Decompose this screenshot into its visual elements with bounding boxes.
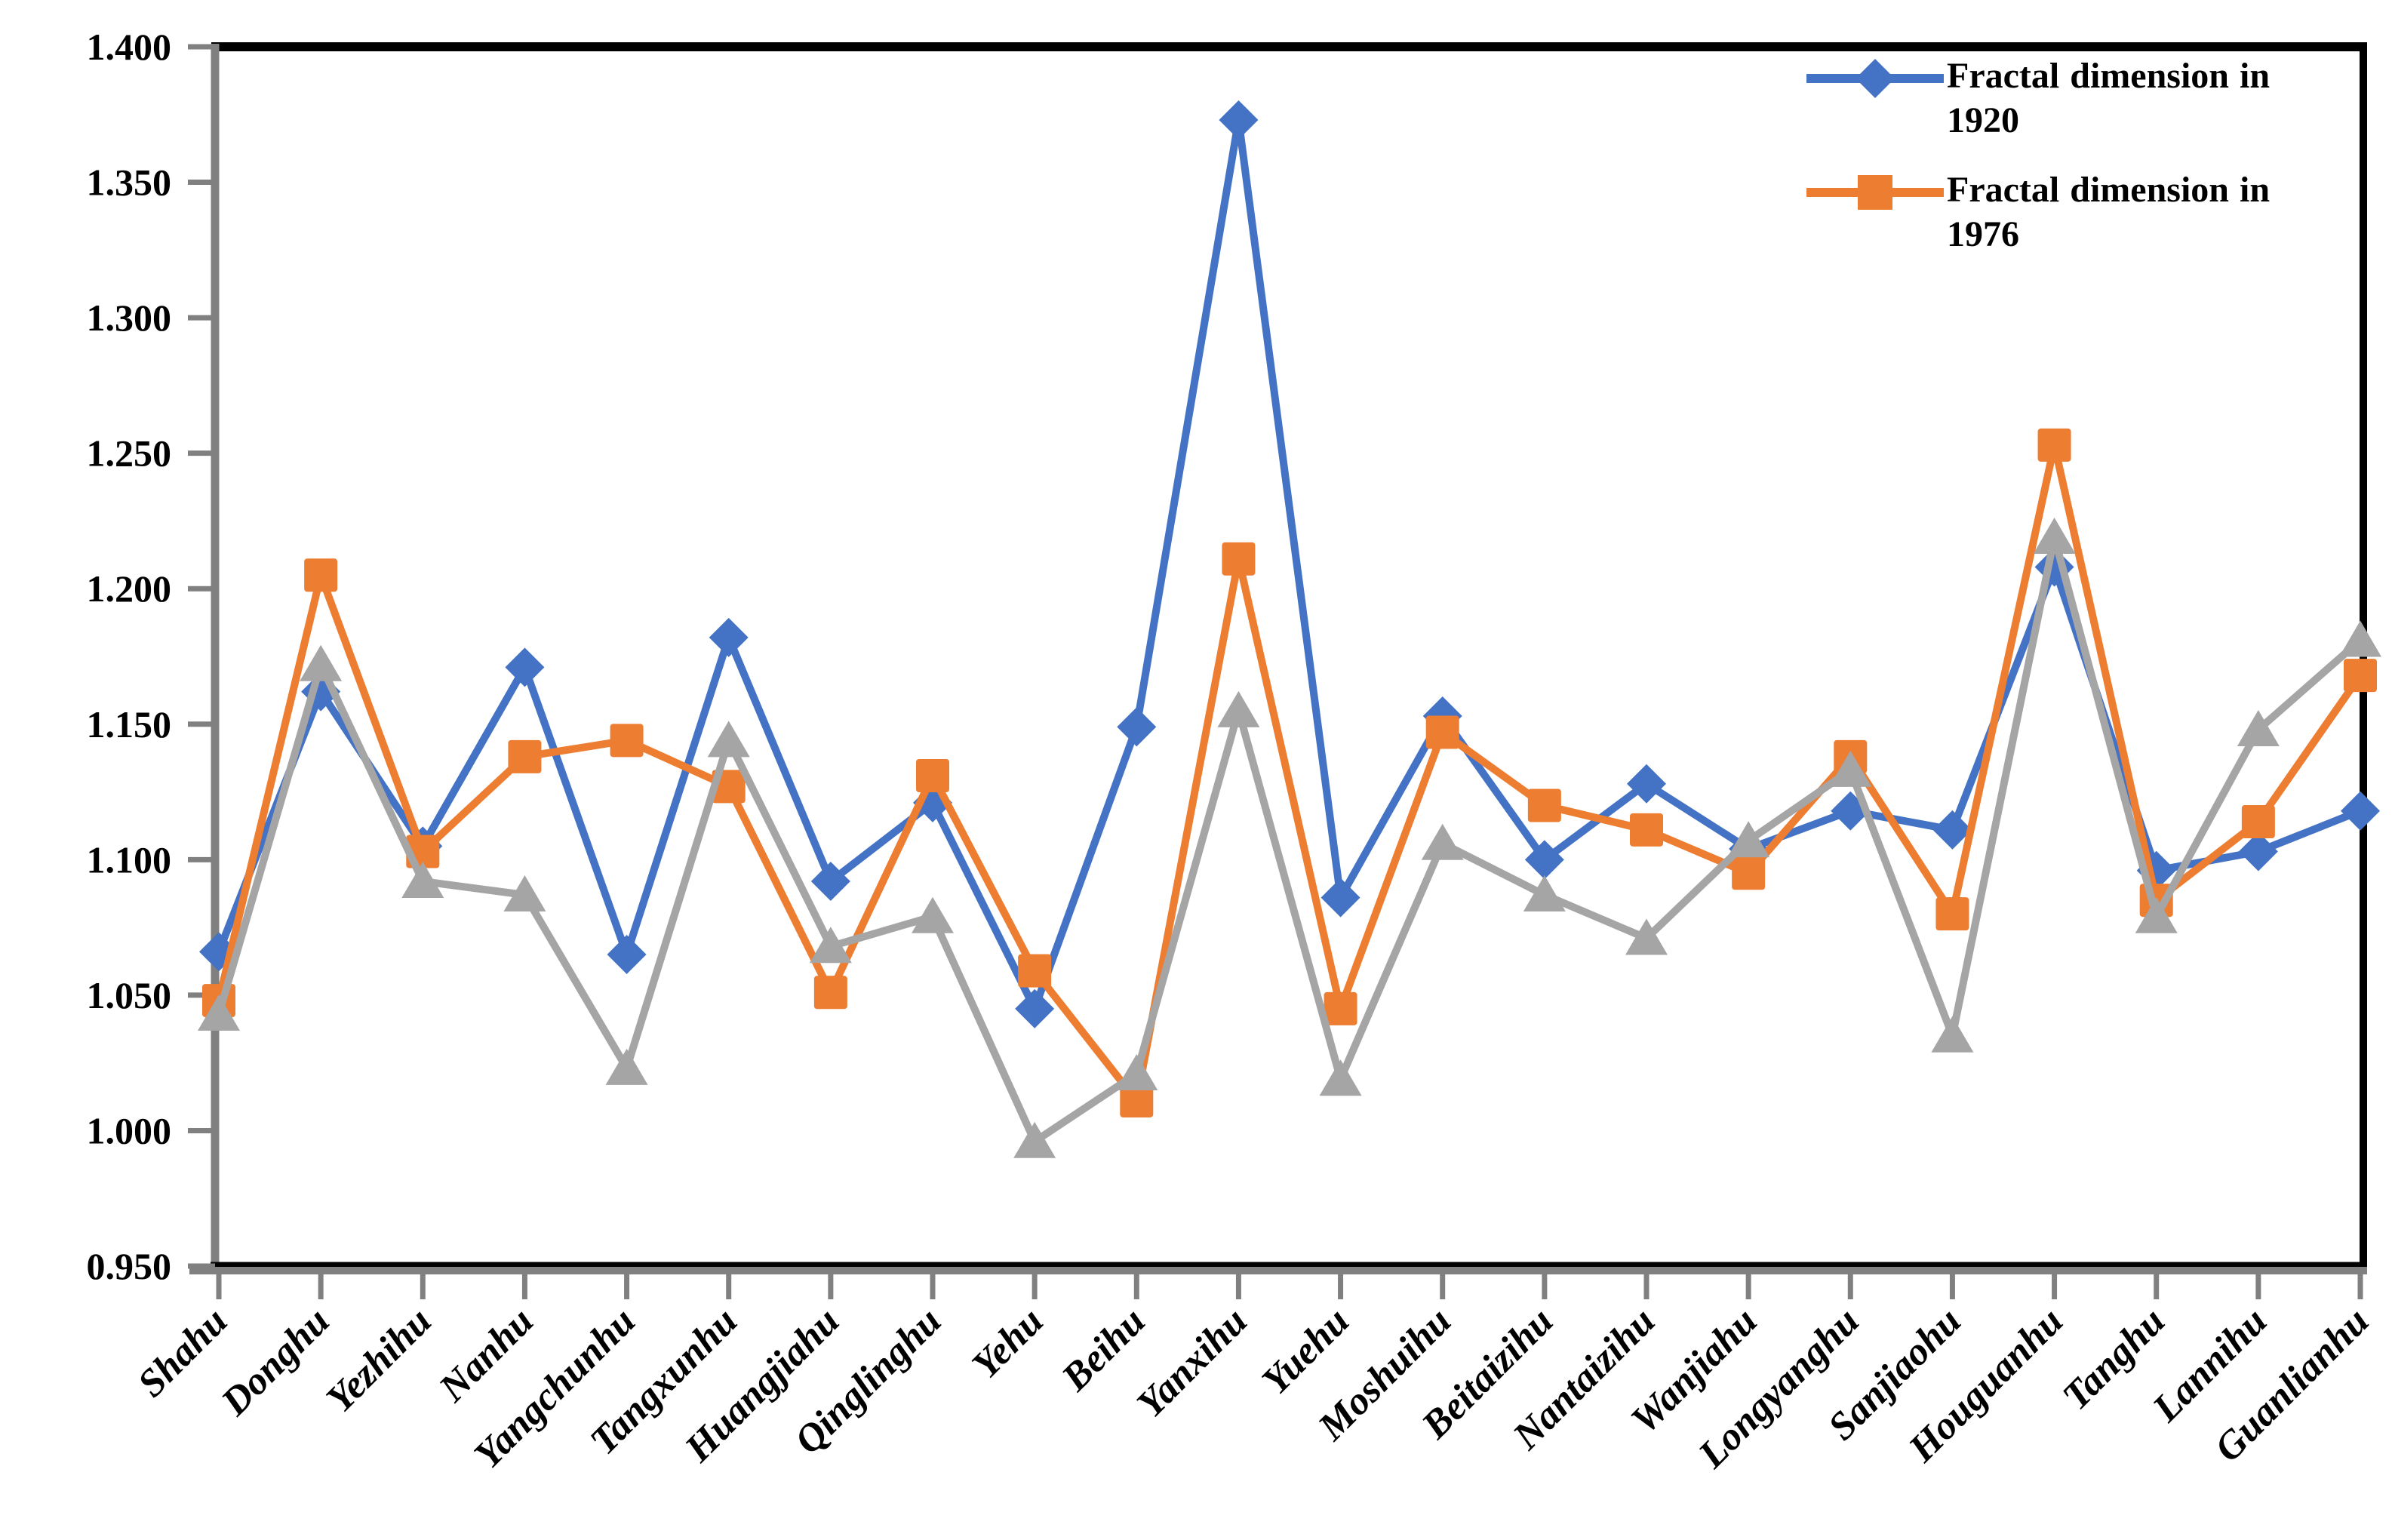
data-point-triangle xyxy=(2339,620,2381,657)
data-point-square xyxy=(916,759,949,793)
data-point-triangle xyxy=(1217,690,1260,727)
data-point-square xyxy=(1018,954,1052,988)
data-point-triangle xyxy=(1319,1059,1362,1096)
series-line-series-3 xyxy=(215,533,2364,1145)
y-axis-tick-label: 0.950 xyxy=(87,1245,172,1287)
data-point-diamond xyxy=(810,862,850,902)
data-point-triangle xyxy=(809,927,852,964)
data-point-triangle xyxy=(2135,896,2178,933)
data-point-square xyxy=(508,739,542,773)
series-line-fractal-dimension-in-1920 xyxy=(215,115,2364,1013)
data-point-triangle xyxy=(1421,823,1464,860)
data-point-triangle xyxy=(1115,1054,1158,1091)
data-point-triangle xyxy=(605,1048,648,1085)
data-point-triangle xyxy=(401,862,444,899)
data-point-diamond xyxy=(505,647,545,687)
data-point-triangle xyxy=(1931,1016,1974,1053)
legend-entry-1976: Fractal dimension in 1976 xyxy=(1803,168,2362,257)
data-point-triangle xyxy=(2033,517,2076,554)
chart-legend: Fractal dimension in 1920 Fractal dimens… xyxy=(1803,54,2362,282)
data-point-triangle xyxy=(1523,875,1566,912)
series-line-fractal-dimension-in-1976 xyxy=(215,441,2364,1105)
data-point-diamond xyxy=(2341,791,2380,831)
data-point-square xyxy=(2241,805,2275,839)
y-axis-tick-label: 1.250 xyxy=(87,432,172,475)
data-point-diamond xyxy=(1117,707,1157,747)
y-axis-tick-label: 1.000 xyxy=(87,1109,172,1151)
data-point-square xyxy=(1425,715,1459,749)
y-axis-tick-label: 1.150 xyxy=(87,703,172,745)
data-point-triangle xyxy=(912,896,954,933)
data-point-triangle xyxy=(707,721,750,758)
legend-label-1920: Fractal dimension in 1920 xyxy=(1947,56,2271,140)
data-point-triangle xyxy=(1727,821,1770,858)
legend-symbol-1976-square-line-icon xyxy=(1806,175,1944,211)
data-point-square xyxy=(1222,542,1256,576)
data-point-diamond xyxy=(1524,840,1564,880)
data-point-square xyxy=(610,724,644,758)
data-point-triangle xyxy=(1625,918,1668,955)
data-point-triangle xyxy=(503,875,546,912)
data-point-diamond xyxy=(1932,810,1972,850)
data-point-triangle xyxy=(1013,1121,1056,1158)
data-point-square xyxy=(813,976,847,1010)
legend-label-1976: Fractal dimension in 1976 xyxy=(1947,170,2271,254)
data-point-triangle xyxy=(300,644,343,681)
data-point-square xyxy=(2344,659,2377,693)
y-axis-tick-label: 1.200 xyxy=(87,567,172,610)
data-point-diamond xyxy=(607,935,647,975)
data-point-square xyxy=(1120,1084,1154,1117)
data-point-square xyxy=(304,558,338,592)
y-axis-tick-label: 1.300 xyxy=(87,297,172,339)
data-point-diamond xyxy=(709,617,749,657)
y-axis-tick-label: 1.400 xyxy=(87,26,172,68)
data-point-square xyxy=(1324,991,1357,1025)
data-point-diamond xyxy=(2238,831,2278,871)
legend-entry-1920: Fractal dimension in 1920 xyxy=(1803,54,2362,143)
data-point-diamond xyxy=(1015,988,1055,1028)
data-point-diamond xyxy=(1627,764,1666,804)
y-axis-tick-label: 1.050 xyxy=(87,974,172,1016)
data-point-triangle xyxy=(1829,750,1872,787)
data-point-square xyxy=(2037,428,2071,462)
data-point-square xyxy=(1935,897,1969,931)
data-point-diamond xyxy=(1219,100,1259,140)
legend-symbol-1920-diamond-line-icon xyxy=(1806,59,1944,98)
y-axis-tick-label: 1.100 xyxy=(87,838,172,881)
data-point-triangle xyxy=(198,994,240,1031)
y-axis-tick-label: 1.350 xyxy=(87,161,172,204)
data-point-diamond xyxy=(1321,878,1360,918)
data-point-square xyxy=(1527,788,1561,822)
data-point-square xyxy=(1630,813,1663,847)
data-point-triangle xyxy=(2237,709,2280,746)
data-point-square xyxy=(1732,856,1766,890)
